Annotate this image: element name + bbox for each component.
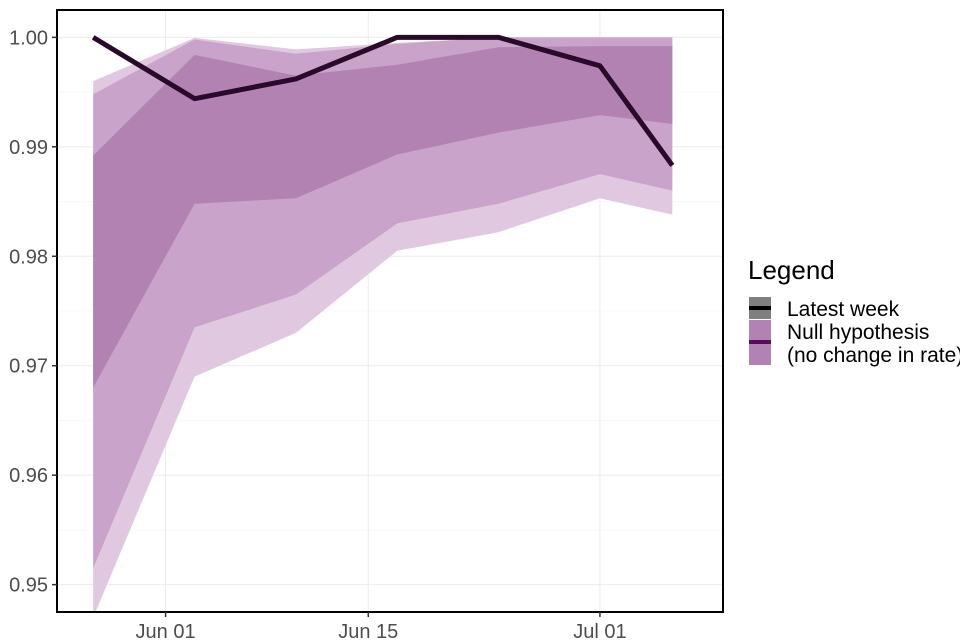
x-tick-label-1: Jun 15 <box>338 621 398 640</box>
legend-title: Legend <box>748 255 835 285</box>
legend-key-null-hypothesis <box>749 320 771 342</box>
y-tick-label-0: 0.95 <box>9 575 48 597</box>
legend: Legend Latest week Null hypothesis (no c… <box>748 255 960 367</box>
x-axis: Jun 01 Jun 15 Jul 01 <box>136 612 627 640</box>
y-tick-label-1: 0.96 <box>9 465 48 487</box>
null-hypothesis-bands <box>93 37 673 612</box>
latest-week-series <box>91 34 675 167</box>
y-tick-label-3: 0.98 <box>9 246 48 268</box>
y-tick-label-5: 1.00 <box>9 27 48 49</box>
legend-key-null-hypothesis-2 <box>749 343 771 365</box>
x-tick-label-0: Jun 01 <box>136 621 196 640</box>
y-axis: 0.95 0.96 0.97 0.98 0.99 1.00 <box>9 27 57 597</box>
y-tick-label-4: 0.99 <box>9 137 48 159</box>
legend-label-null-hypothesis: Null hypothesis <box>787 321 929 344</box>
plot-frame <box>56 9 724 613</box>
x-tick-label-2: Jul 01 <box>573 621 626 640</box>
band-inner <box>93 46 673 388</box>
legend-label-latest-week: Latest week <box>787 298 900 321</box>
y-tick-label-2: 0.97 <box>9 356 48 378</box>
legend-label-no-change: (no change in rate) <box>787 344 960 367</box>
